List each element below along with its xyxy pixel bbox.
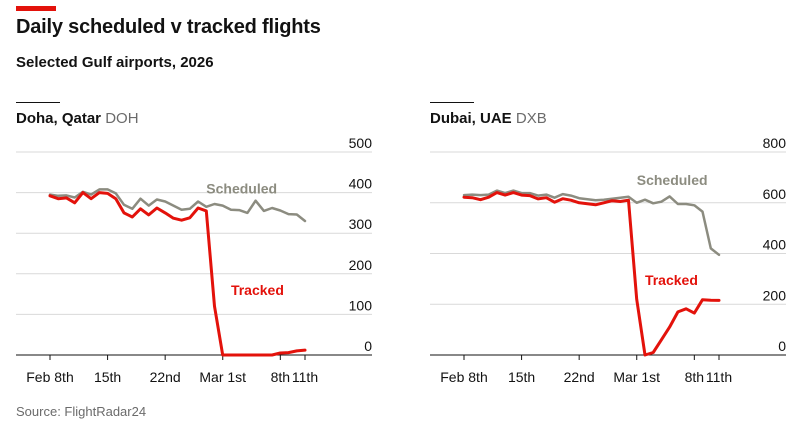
y-tick-label: 300 bbox=[349, 216, 373, 232]
panel-doha: Doha, Qatar DOH 0 100 200 300 400 500 Feb 8th 1… bbox=[16, 100, 382, 395]
chart-subtitle: Selected Gulf airports, 2026 bbox=[16, 54, 214, 71]
airport-code: DOH bbox=[105, 110, 139, 127]
y-tick-label: 200 bbox=[763, 287, 787, 303]
series-line-tracked bbox=[462, 191, 721, 357]
y-tick-label: 400 bbox=[763, 237, 787, 253]
x-tick-label: Mar 1st bbox=[613, 369, 660, 385]
series-line-scheduled bbox=[462, 189, 721, 257]
series-label-scheduled: Scheduled bbox=[637, 172, 708, 188]
y-tick-label: 800 bbox=[763, 135, 787, 151]
y-tick-label: 0 bbox=[778, 338, 786, 354]
x-tick-label: 11th bbox=[706, 369, 732, 385]
source-note: Source: FlightRadar24 bbox=[16, 404, 147, 419]
y-tick-label: 500 bbox=[349, 135, 373, 151]
x-tick-label: Feb 8th bbox=[440, 369, 487, 385]
y-tick-label: 400 bbox=[349, 176, 373, 192]
x-tick-label: Mar 1st bbox=[199, 369, 246, 385]
chart-title: Daily scheduled v tracked flights bbox=[16, 16, 321, 38]
y-tick-label: 100 bbox=[349, 297, 373, 313]
x-tick-label: 11th bbox=[292, 369, 318, 385]
series-label-scheduled: Scheduled bbox=[206, 180, 277, 196]
x-tick-label: 8th bbox=[685, 369, 704, 385]
panel-dubai: Dubai, UAE DXB 0 200 400 600 800 Feb 8th 15th 2… bbox=[430, 100, 796, 395]
series-label-tracked: Tracked bbox=[645, 272, 698, 288]
y-tick-label: 600 bbox=[763, 186, 787, 202]
panel-title: Dubai, UAE DXB bbox=[430, 110, 547, 127]
x-tick-label: 15th bbox=[508, 369, 535, 385]
panel-title-name: Doha, Qatar bbox=[16, 110, 102, 127]
accent-bar bbox=[16, 6, 56, 11]
series-line-scheduled bbox=[48, 188, 307, 223]
x-tick-label: 22nd bbox=[564, 369, 595, 385]
series-label-tracked: Tracked bbox=[231, 282, 284, 298]
panel-rule bbox=[430, 102, 474, 103]
y-tick-label: 0 bbox=[364, 338, 372, 354]
panel-rule bbox=[16, 102, 60, 103]
x-tick-label: 15th bbox=[94, 369, 121, 385]
series-line-tracked bbox=[48, 191, 307, 357]
x-tick-label: Feb 8th bbox=[26, 369, 73, 385]
panel-title: Doha, Qatar DOH bbox=[16, 110, 139, 127]
x-tick-label: 22nd bbox=[150, 369, 181, 385]
panel-title-name: Dubai, UAE bbox=[430, 110, 512, 127]
doha-line-chart: 0 100 200 300 400 500 Feb 8th 15th 22nd Mar 1st 8t… bbox=[16, 135, 373, 385]
dubai-line-chart: 0 200 400 600 800 Feb 8th 15th 22nd Mar 1st 8th 11… bbox=[430, 135, 787, 385]
x-tick-label: 8th bbox=[271, 369, 290, 385]
airport-code: DXB bbox=[515, 110, 547, 127]
y-tick-label: 200 bbox=[349, 257, 373, 273]
